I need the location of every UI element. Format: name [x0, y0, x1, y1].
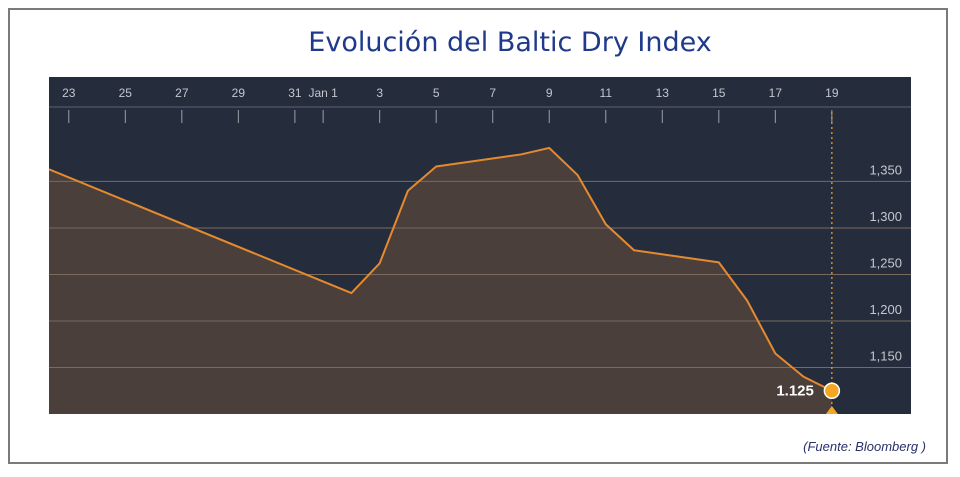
- series-line: [48, 146, 833, 392]
- y-tick-label: 1,300: [869, 209, 902, 224]
- x-tick-label: 17: [769, 86, 783, 100]
- source-note: (Fuente: Bloomberg ): [803, 439, 926, 454]
- y-tick-label: 1,250: [869, 255, 902, 270]
- last-value-dot: [823, 382, 841, 399]
- x-tick-label: 27: [175, 86, 189, 100]
- y-tick-label: 1,200: [869, 302, 902, 317]
- x-tick-label: Jan 1: [308, 86, 338, 100]
- x-tick-label: 31: [288, 86, 302, 100]
- x-tick-label: 19: [825, 86, 839, 100]
- x-tick-label: 9: [546, 86, 553, 100]
- y-tick-label: 1,150: [869, 348, 902, 363]
- x-tick-label: 23: [62, 86, 76, 100]
- x-tick-label: 15: [712, 86, 726, 100]
- x-tick-label: 11: [600, 86, 613, 100]
- x-tick-label: 5: [433, 86, 440, 100]
- x-pointer-marker: [825, 406, 838, 414]
- x-tick-label: 7: [489, 86, 496, 100]
- x-tick-label: 29: [232, 86, 246, 100]
- chart-svg: 1,150 1,200 1,250 1,300 1,350 23 25 27 29 31 Jan 1…: [48, 77, 911, 414]
- last-value-label: 1.125: [776, 383, 814, 400]
- series-area: [49, 147, 832, 414]
- x-tick-label: 3: [376, 86, 383, 100]
- x-tick-label: 25: [119, 86, 133, 100]
- chart-frame: [8, 8, 948, 464]
- y-tick-label: 1,350: [869, 162, 902, 177]
- chart-area: 1,150 1,200 1,250 1,300 1,350 23 25 27 29 31 Jan 1…: [48, 77, 911, 414]
- page-title: Evolución del Baltic Dry Index: [308, 27, 712, 58]
- x-tick-label: 13: [656, 86, 670, 100]
